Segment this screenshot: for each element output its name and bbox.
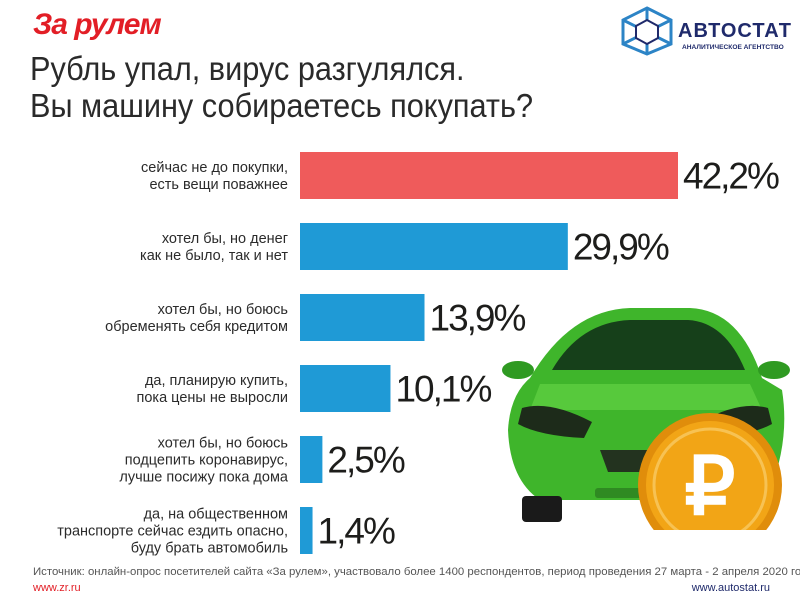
avtostat-hexagon-icon [621, 6, 673, 56]
bar-5 [300, 436, 323, 483]
category-label-line: да, на общественном [144, 507, 288, 523]
category-label-line: хотел бы, но боюсь [158, 436, 288, 452]
bars-layer: 42,2% сейчас не до покупки, есть вещи пова… [57, 152, 781, 557]
bar-6 [300, 507, 313, 554]
ruble-symbol: ₽ [685, 442, 736, 530]
category-label-line: хотел бы, но денег [162, 231, 288, 247]
category-label-line: лучше посижу пока дома [119, 470, 289, 486]
category-label-line: буду брать автомобиль [131, 541, 288, 557]
car-and-coin-illustration: ₽ [502, 308, 790, 530]
value-label-5: 2,5% [327, 440, 404, 481]
category-label-1: сейчас не до покупки, есть вещи поважнее [141, 160, 288, 193]
value-label-4: 10,1% [395, 369, 491, 410]
value-label-1: 42,2% [683, 156, 779, 197]
bar-1 [300, 152, 678, 199]
autostat-url-link[interactable]: www.autostat.ru [691, 582, 770, 594]
category-label-line: как не было, так и нет [140, 248, 288, 264]
category-label-line: сейчас не до покупки, [141, 160, 288, 176]
category-label-2: хотел бы, но денег как не было, так и нет [140, 231, 288, 264]
category-label-line: хотел бы, но боюсь [158, 302, 288, 318]
page-title: Рубль упал, вирус разгулялся. Вы машину … [30, 50, 681, 124]
category-label-3: хотел бы, но боюсь обременять себя кредит… [105, 302, 288, 335]
category-label-line: подцепить коронавирус, [125, 453, 288, 469]
car-windshield [552, 320, 745, 370]
avtostat-subtitle: АНАЛИТИЧЕСКОЕ АГЕНТСТВО [682, 44, 784, 51]
value-label-3: 13,9% [430, 298, 526, 339]
title-line-2: Вы машину собираетесь покупать? [30, 87, 534, 124]
category-label-line: пока цены не выросли [137, 390, 289, 406]
avtostat-logo: АВТОСТАТ АНАЛИТИЧЕСКОЕ АГЕНТСТВО [620, 6, 791, 60]
value-label-6: 1,4% [318, 511, 395, 552]
value-label-2: 29,9% [573, 227, 669, 268]
category-label-6: да, на общественном транспорте сейчас езд… [57, 507, 288, 557]
category-label-5: хотел бы, но боюсь подцепить коронавирус,… [119, 436, 289, 486]
bar-2 [300, 223, 568, 270]
za-rulem-logo: За рулем [33, 8, 162, 41]
avtostat-name: АВТОСТАТ [678, 20, 792, 42]
bar-4 [300, 365, 391, 412]
title-line-1: Рубль упал, вирус разгулялся. [30, 50, 465, 87]
category-label-line: есть вещи поважнее [149, 177, 288, 193]
category-label-line: транспорте сейчас ездить опасно, [57, 524, 288, 540]
source-note: Источник: онлайн-опрос посетителей сайта… [33, 566, 800, 578]
car-headlight-left [518, 405, 592, 438]
bar-3 [300, 294, 425, 341]
zr-url-link[interactable]: www.zr.ru [33, 582, 81, 594]
category-label-line: обременять себя кредитом [105, 319, 288, 335]
category-label-line: да, планирую купить, [145, 373, 288, 389]
category-label-4: да, планирую купить, пока цены не выросли [137, 373, 289, 406]
